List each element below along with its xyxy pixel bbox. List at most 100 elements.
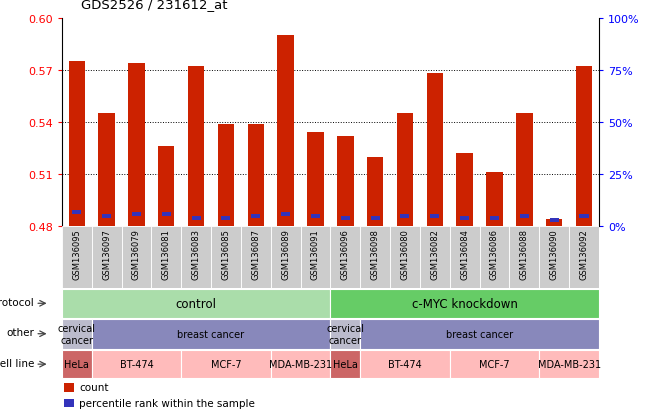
Bar — [271, 350, 331, 379]
Bar — [62, 350, 92, 379]
Bar — [360, 319, 599, 349]
Bar — [301, 227, 330, 289]
Text: breast cancer: breast cancer — [178, 329, 245, 339]
Bar — [307, 133, 324, 227]
Text: GDS2526 / 231612_at: GDS2526 / 231612_at — [81, 0, 228, 11]
Text: MCF-7: MCF-7 — [479, 359, 510, 369]
Text: GSM136098: GSM136098 — [370, 229, 380, 279]
Bar — [128, 64, 145, 227]
Bar — [181, 227, 211, 289]
Bar — [92, 319, 331, 349]
Bar — [367, 157, 383, 227]
Text: BT-474: BT-474 — [120, 359, 154, 369]
Bar — [370, 216, 380, 221]
Bar — [64, 399, 74, 407]
Bar — [247, 124, 264, 227]
Text: GSM136086: GSM136086 — [490, 229, 499, 280]
Bar — [188, 67, 204, 227]
Text: cervical
cancer: cervical cancer — [58, 323, 96, 345]
Text: control: control — [176, 297, 217, 310]
Bar — [158, 147, 174, 227]
Bar — [360, 350, 450, 379]
Text: GSM136082: GSM136082 — [430, 229, 439, 279]
Bar — [420, 227, 450, 289]
Bar — [62, 289, 331, 318]
Bar — [181, 350, 271, 379]
Bar — [360, 227, 390, 289]
Bar — [539, 227, 569, 289]
Bar — [98, 114, 115, 227]
Bar — [450, 227, 480, 289]
Text: count: count — [79, 382, 109, 392]
Bar — [217, 124, 234, 227]
Text: GSM136092: GSM136092 — [579, 229, 589, 279]
Bar — [430, 214, 439, 218]
Bar — [92, 350, 181, 379]
Text: GSM136087: GSM136087 — [251, 229, 260, 280]
Bar — [510, 227, 539, 289]
Text: c-MYC knockdown: c-MYC knockdown — [411, 297, 518, 310]
Bar — [396, 114, 413, 227]
Text: GSM136095: GSM136095 — [72, 229, 81, 279]
Bar — [575, 67, 592, 227]
Text: GSM136084: GSM136084 — [460, 229, 469, 279]
Bar — [277, 36, 294, 227]
Bar — [241, 227, 271, 289]
Text: HeLa: HeLa — [333, 359, 358, 369]
Text: GSM136097: GSM136097 — [102, 229, 111, 279]
Bar — [122, 227, 151, 289]
Bar — [549, 218, 559, 223]
Bar — [579, 214, 589, 218]
Bar — [460, 216, 469, 221]
Bar — [480, 227, 510, 289]
Bar — [330, 289, 599, 318]
Bar — [62, 227, 92, 289]
Bar — [539, 350, 599, 379]
Bar — [490, 216, 499, 221]
Text: other: other — [6, 328, 34, 337]
Bar — [161, 212, 171, 216]
Text: GSM136081: GSM136081 — [162, 229, 171, 279]
Text: GSM136080: GSM136080 — [400, 229, 409, 279]
Text: GSM136088: GSM136088 — [520, 229, 529, 280]
Bar — [400, 214, 409, 218]
Bar — [337, 137, 353, 227]
Bar — [251, 214, 260, 218]
Bar — [271, 227, 301, 289]
Bar — [456, 154, 473, 227]
Text: GSM136079: GSM136079 — [132, 229, 141, 279]
Bar — [330, 227, 360, 289]
Bar — [62, 319, 92, 349]
Bar — [92, 227, 122, 289]
Bar — [450, 350, 539, 379]
Bar — [330, 350, 360, 379]
Bar — [281, 212, 290, 216]
Text: MDA-MB-231: MDA-MB-231 — [269, 359, 332, 369]
Text: GSM136083: GSM136083 — [191, 229, 201, 280]
Text: GSM136090: GSM136090 — [549, 229, 559, 279]
Bar — [221, 216, 230, 221]
Text: GSM136096: GSM136096 — [341, 229, 350, 279]
Bar — [211, 227, 241, 289]
Bar — [102, 214, 111, 218]
Text: GSM136089: GSM136089 — [281, 229, 290, 279]
Text: protocol: protocol — [0, 297, 34, 307]
Text: GSM136091: GSM136091 — [311, 229, 320, 279]
Bar — [519, 214, 529, 218]
Bar — [546, 220, 562, 227]
Bar — [569, 227, 599, 289]
Text: cervical
cancer: cervical cancer — [326, 323, 365, 345]
Bar — [330, 319, 360, 349]
Bar — [64, 383, 74, 392]
Text: breast cancer: breast cancer — [446, 329, 513, 339]
Bar — [72, 210, 81, 214]
Bar — [486, 173, 503, 227]
Bar — [68, 62, 85, 227]
Text: percentile rank within the sample: percentile rank within the sample — [79, 398, 255, 408]
Bar — [340, 216, 350, 221]
Bar — [132, 212, 141, 216]
Text: cell line: cell line — [0, 358, 34, 368]
Bar — [516, 114, 533, 227]
Text: MCF-7: MCF-7 — [211, 359, 242, 369]
Bar — [390, 227, 420, 289]
